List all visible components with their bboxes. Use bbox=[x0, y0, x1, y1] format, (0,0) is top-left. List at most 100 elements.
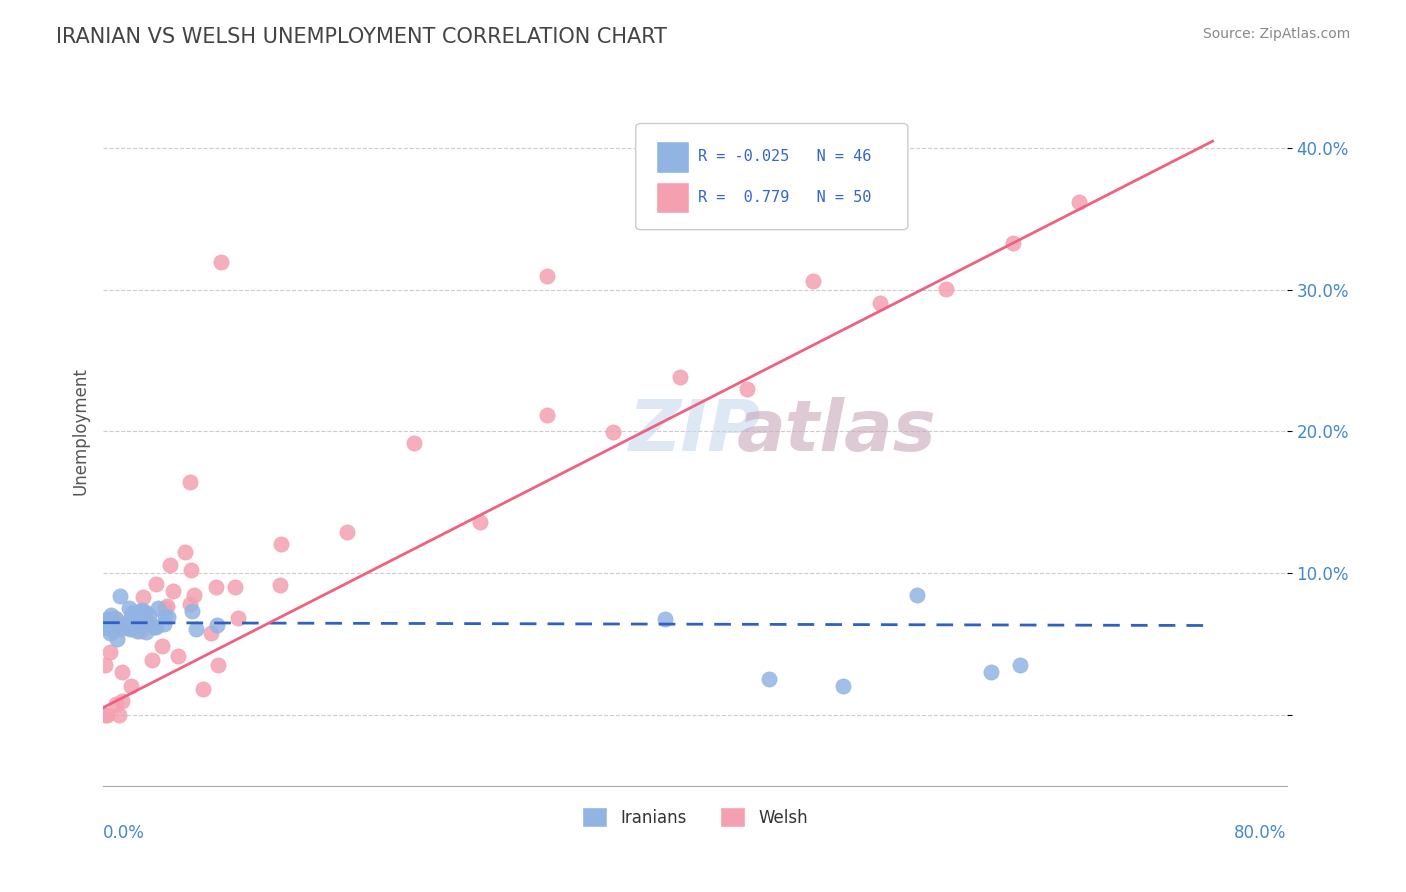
Point bbox=[134, 605, 156, 619]
Point bbox=[654, 612, 676, 626]
Point bbox=[110, 589, 132, 603]
Point bbox=[129, 611, 152, 625]
Point bbox=[101, 624, 124, 638]
Point bbox=[131, 603, 153, 617]
Point bbox=[536, 268, 558, 283]
Point bbox=[146, 600, 169, 615]
Point bbox=[1001, 236, 1024, 251]
Point bbox=[980, 665, 1002, 680]
Point bbox=[162, 583, 184, 598]
Point bbox=[179, 475, 201, 490]
Point bbox=[193, 681, 215, 696]
Point bbox=[159, 558, 181, 572]
Point bbox=[97, 612, 120, 626]
Text: R = -0.025   N = 46: R = -0.025 N = 46 bbox=[699, 149, 872, 164]
Point bbox=[1069, 195, 1091, 210]
Bar bbox=[655, 182, 689, 213]
Point bbox=[174, 545, 197, 559]
Point bbox=[121, 606, 143, 620]
Text: atlas: atlas bbox=[737, 397, 936, 466]
Point bbox=[402, 436, 425, 450]
Point bbox=[128, 605, 150, 619]
Point bbox=[226, 611, 249, 625]
Point bbox=[831, 680, 853, 694]
Point bbox=[97, 613, 120, 627]
Point bbox=[179, 597, 201, 611]
Point bbox=[114, 616, 136, 631]
Text: ZIP: ZIP bbox=[628, 397, 761, 466]
Point bbox=[132, 619, 155, 633]
Point bbox=[145, 576, 167, 591]
Point bbox=[108, 707, 131, 722]
Point bbox=[118, 601, 141, 615]
Point bbox=[118, 612, 141, 626]
Point bbox=[207, 658, 229, 673]
Point bbox=[153, 609, 176, 624]
Point bbox=[104, 612, 127, 626]
Point bbox=[120, 622, 142, 636]
Point bbox=[105, 632, 128, 646]
Point bbox=[96, 621, 118, 635]
Point bbox=[155, 600, 177, 615]
Point bbox=[118, 621, 141, 635]
Point bbox=[128, 624, 150, 638]
Point bbox=[110, 622, 132, 636]
Point bbox=[145, 620, 167, 634]
Point bbox=[204, 580, 226, 594]
Text: R =  0.779   N = 50: R = 0.779 N = 50 bbox=[699, 190, 872, 205]
Point bbox=[152, 616, 174, 631]
Point bbox=[127, 617, 149, 632]
Point bbox=[128, 618, 150, 632]
Y-axis label: Unemployment: Unemployment bbox=[72, 368, 89, 495]
Point bbox=[135, 613, 157, 627]
Point bbox=[269, 578, 291, 592]
Text: IRANIAN VS WELSH UNEMPLOYMENT CORRELATION CHART: IRANIAN VS WELSH UNEMPLOYMENT CORRELATIO… bbox=[56, 27, 668, 46]
Point bbox=[96, 620, 118, 634]
Text: 0.0%: 0.0% bbox=[103, 824, 145, 842]
Point bbox=[270, 537, 292, 551]
Point bbox=[801, 274, 824, 288]
Point bbox=[536, 408, 558, 422]
Point bbox=[127, 624, 149, 638]
Bar bbox=[655, 141, 689, 173]
Point bbox=[94, 618, 117, 632]
Point bbox=[150, 639, 173, 653]
Point bbox=[167, 648, 190, 663]
Point bbox=[111, 694, 134, 708]
Point bbox=[935, 281, 957, 295]
Point bbox=[132, 590, 155, 604]
Point bbox=[100, 645, 122, 659]
Point bbox=[211, 254, 233, 268]
Text: 80.0%: 80.0% bbox=[1234, 824, 1286, 842]
Legend: Iranians, Welsh: Iranians, Welsh bbox=[575, 800, 814, 834]
Point bbox=[141, 653, 163, 667]
Point bbox=[669, 370, 692, 384]
Text: Source: ZipAtlas.com: Source: ZipAtlas.com bbox=[1202, 27, 1350, 41]
Point bbox=[138, 607, 160, 622]
Point bbox=[143, 619, 166, 633]
Point bbox=[139, 615, 162, 630]
Point bbox=[758, 673, 780, 687]
Point bbox=[735, 382, 758, 396]
Point bbox=[135, 624, 157, 639]
Point bbox=[112, 620, 135, 634]
Point bbox=[869, 296, 891, 310]
Point bbox=[200, 625, 222, 640]
Point bbox=[104, 610, 127, 624]
Point bbox=[184, 622, 207, 636]
Point bbox=[183, 588, 205, 602]
Point bbox=[1010, 658, 1032, 673]
Point bbox=[180, 563, 202, 577]
Point bbox=[105, 617, 128, 632]
Point bbox=[157, 610, 180, 624]
Point bbox=[470, 515, 492, 529]
Point bbox=[905, 588, 928, 602]
Point bbox=[336, 525, 359, 540]
Point bbox=[96, 707, 118, 722]
Point bbox=[91, 619, 114, 633]
Point bbox=[205, 618, 228, 632]
Point bbox=[100, 608, 122, 623]
Point bbox=[94, 707, 117, 722]
Point bbox=[111, 665, 134, 679]
Point bbox=[180, 604, 202, 618]
